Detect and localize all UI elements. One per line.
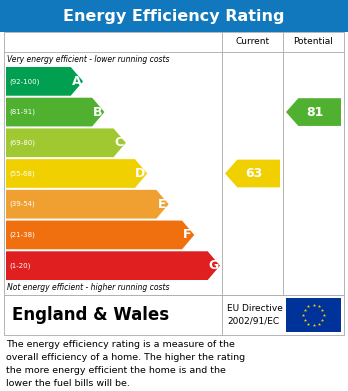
Bar xyxy=(4,32,344,295)
Text: Potential: Potential xyxy=(294,38,333,47)
Text: 63: 63 xyxy=(245,167,262,180)
Polygon shape xyxy=(6,98,104,126)
Text: G: G xyxy=(208,259,218,272)
Text: B: B xyxy=(93,106,102,118)
Polygon shape xyxy=(6,221,194,249)
Text: A: A xyxy=(71,75,81,88)
Text: 81: 81 xyxy=(306,106,323,118)
Text: (81-91): (81-91) xyxy=(9,109,35,115)
Bar xyxy=(286,298,341,332)
Text: (69-80): (69-80) xyxy=(9,140,35,146)
Text: E: E xyxy=(158,198,166,211)
Polygon shape xyxy=(6,251,220,280)
Bar xyxy=(4,295,344,335)
Polygon shape xyxy=(6,67,83,96)
Text: EU Directive
2002/91/EC: EU Directive 2002/91/EC xyxy=(227,304,283,326)
Text: (55-68): (55-68) xyxy=(9,170,35,177)
Text: Current: Current xyxy=(236,38,270,47)
Polygon shape xyxy=(6,190,169,219)
Text: The energy efficiency rating is a measure of the
overall efficiency of a home. T: The energy efficiency rating is a measur… xyxy=(6,340,245,387)
Text: (92-100): (92-100) xyxy=(9,78,39,84)
Text: (21-38): (21-38) xyxy=(9,232,35,238)
Polygon shape xyxy=(286,98,341,126)
Text: F: F xyxy=(183,228,192,241)
Text: (39-54): (39-54) xyxy=(9,201,35,208)
Polygon shape xyxy=(6,159,147,188)
Text: Not energy efficient - higher running costs: Not energy efficient - higher running co… xyxy=(7,283,169,292)
Bar xyxy=(0,0,348,32)
Polygon shape xyxy=(6,128,126,157)
Text: England & Wales: England & Wales xyxy=(12,306,169,324)
Text: D: D xyxy=(135,167,145,180)
Polygon shape xyxy=(225,160,280,187)
Text: C: C xyxy=(114,136,124,149)
Text: (1-20): (1-20) xyxy=(9,262,30,269)
Text: Very energy efficient - lower running costs: Very energy efficient - lower running co… xyxy=(7,56,169,65)
Text: Energy Efficiency Rating: Energy Efficiency Rating xyxy=(63,9,285,23)
